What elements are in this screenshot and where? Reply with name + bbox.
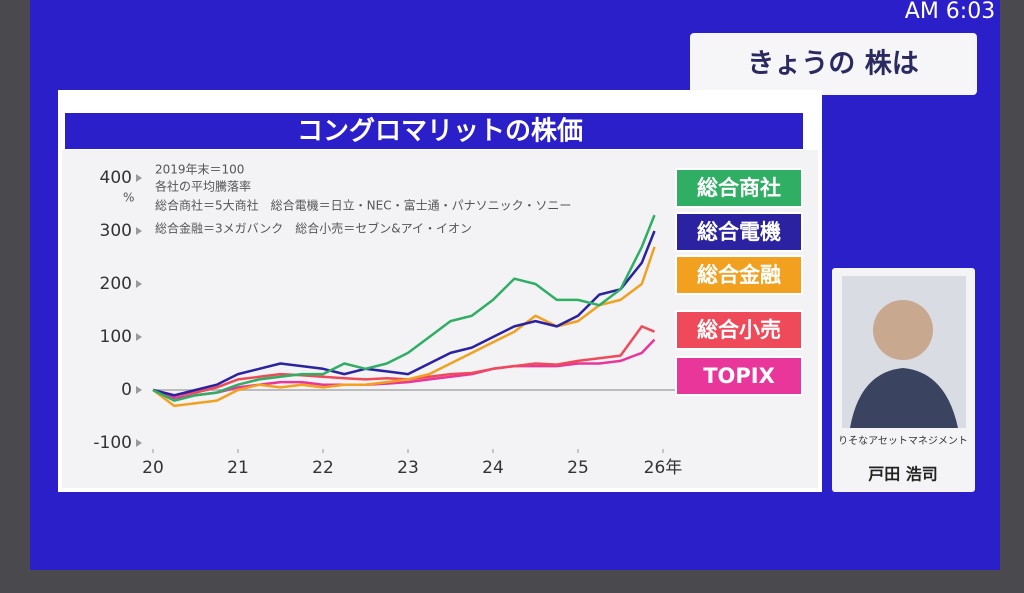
y-unit: % bbox=[123, 191, 134, 205]
x-tick-label: 26年 bbox=[644, 458, 683, 478]
series-line bbox=[152, 230, 656, 397]
y-tick-mark bbox=[136, 280, 142, 288]
series-line bbox=[152, 214, 656, 402]
series-line bbox=[152, 338, 656, 400]
segment-title: きょうの 株は bbox=[747, 49, 918, 80]
x-tick-label: 24 bbox=[482, 458, 504, 478]
y-tick-label: 400 bbox=[100, 168, 132, 188]
y-tick-label: 200 bbox=[100, 274, 132, 294]
y-tick-mark bbox=[136, 439, 142, 447]
y-tick-label: 100 bbox=[100, 327, 132, 347]
y-tick-label: -100 bbox=[93, 433, 132, 453]
y-tick-mark bbox=[136, 386, 142, 394]
annotation: 総合金融＝3メガバンク 総合小売＝セブン&アイ・イオン bbox=[155, 221, 472, 236]
legend-label: TOPIX bbox=[703, 364, 775, 388]
legend-box bbox=[675, 212, 803, 252]
annotation: 2019年末＝100 bbox=[155, 163, 244, 177]
chart-title: コングロマリットの株価 bbox=[297, 117, 583, 147]
guest-face bbox=[873, 300, 933, 360]
x-tick-label: 23 bbox=[397, 458, 419, 478]
x-tick-label: 25 bbox=[567, 458, 589, 478]
guest-company: りそなアセットマネジメント bbox=[838, 435, 968, 447]
x-tick-label: 20 bbox=[142, 458, 164, 478]
y-tick-mark bbox=[136, 333, 142, 341]
annotation: 各社の平均騰落率 bbox=[155, 179, 251, 194]
clock: AM 6:03 bbox=[905, 0, 995, 24]
annotation: 総合商社＝5大商社 総合電機＝日立・NEC・富士通・パナソニック・ソニー bbox=[155, 198, 571, 213]
legend-label: 総合電機 bbox=[697, 220, 781, 244]
y-tick-label: 0 bbox=[121, 380, 132, 400]
y-tick-label: 300 bbox=[100, 221, 132, 241]
guest-suit bbox=[850, 368, 958, 428]
legend-box bbox=[675, 310, 803, 350]
legend-label: 総合小売 bbox=[697, 318, 781, 342]
y-tick-mark bbox=[136, 227, 142, 235]
legend-box bbox=[675, 168, 803, 208]
segment-box bbox=[690, 33, 977, 95]
series-line bbox=[152, 246, 656, 408]
legend-box bbox=[675, 255, 803, 295]
y-tick-mark bbox=[136, 174, 142, 182]
title-bar bbox=[63, 111, 805, 151]
guest-name: 戸田 浩司 bbox=[868, 465, 938, 484]
legend-label: 総合金融 bbox=[697, 263, 781, 287]
legend-label: 総合商社 bbox=[697, 176, 781, 200]
x-tick-label: 21 bbox=[227, 458, 249, 478]
legend-box bbox=[675, 356, 803, 396]
x-tick-label: 22 bbox=[312, 458, 334, 478]
